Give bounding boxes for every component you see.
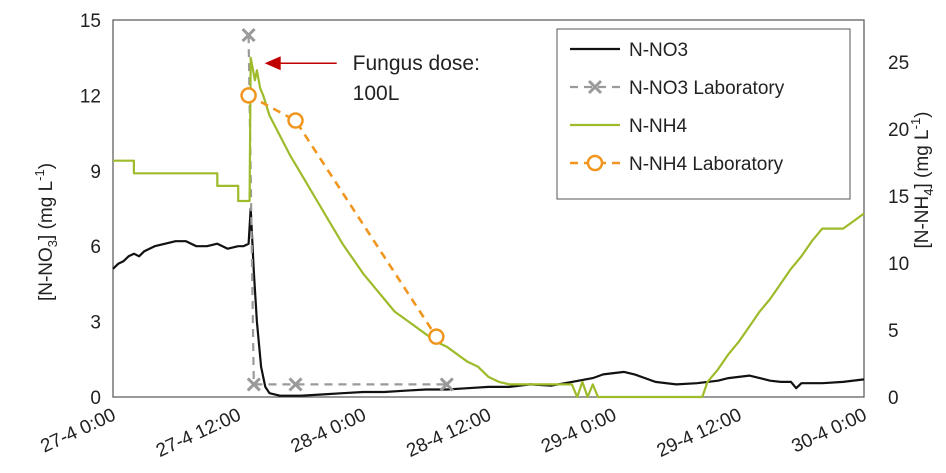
y-tick-right-label: 5 — [888, 321, 899, 342]
series-line-1 — [247, 35, 447, 386]
nnh4-lab-marker — [428, 328, 445, 345]
nnh4-lab-marker — [240, 87, 257, 104]
y-tick-left-label: 3 — [90, 313, 101, 334]
y-tick-left-label: 6 — [90, 237, 101, 258]
legend-label: N-NO3 Laboratory — [629, 78, 785, 99]
y-tick-left-label: 9 — [90, 162, 101, 183]
nnh4-lab-marker — [287, 112, 304, 129]
x-tick-label: 27-4 12:00 — [153, 404, 244, 461]
legend-item: N-NH4 Laboratory — [570, 154, 784, 175]
y-tick-left-label: 12 — [80, 86, 101, 107]
y-tick-right-label: 15 — [888, 187, 909, 208]
x-tick-label: 29-4 0:00 — [538, 404, 620, 457]
series-line-0 — [112, 207, 865, 397]
nno3-lab-marker — [439, 377, 454, 392]
x-tick-label: 30-4 0:00 — [788, 404, 870, 457]
annotation-arrowhead — [264, 56, 281, 71]
legend-label: N-NH4 — [629, 116, 687, 137]
legend-item: N-NO3 — [570, 40, 688, 61]
series-line-3 — [247, 94, 438, 338]
x-tick-label: 29-4 12:00 — [654, 404, 745, 461]
annotation-line-1: Fungus dose: — [353, 52, 480, 75]
legend-item: N-NO3 Laboratory — [570, 78, 785, 99]
legend-box — [556, 28, 851, 200]
legend: N-NO3 N-NO3 Laboratory N-NH4 N-NH4 Laborato… — [556, 28, 851, 200]
nno3-lab-marker — [288, 377, 303, 392]
legend-label: N-NH4 Laboratory — [629, 154, 784, 175]
x-tick-label: 27-4 0:00 — [37, 404, 119, 457]
y-tick-left-label: 15 — [80, 11, 101, 32]
annotation-line-2: 100L — [353, 82, 400, 105]
nno3-lab-marker — [246, 377, 261, 392]
y-tick-right-label: 0 — [888, 388, 899, 409]
plot-frame — [112, 19, 865, 398]
y-tick-right-label: 10 — [888, 254, 909, 275]
y-tick-left-label: 0 — [90, 388, 101, 409]
x-tick-label: 28-4 0:00 — [288, 404, 370, 457]
y-axis-title-right: [N-NH4] (mg L-1) — [908, 111, 936, 248]
series-line-2 — [113, 56, 865, 399]
x-tick-label: 28-4 12:00 — [403, 404, 494, 461]
y-tick-right-label: 25 — [888, 53, 909, 74]
legend-item: N-NH4 — [570, 116, 687, 137]
y-axis-title-left: [N-NO3] (mg L-1) — [32, 163, 60, 301]
legend-label: N-NO3 — [629, 40, 688, 61]
annotation: Fungus dose: 100L — [264, 52, 480, 105]
nno3-lab-marker — [241, 28, 256, 43]
y-tick-right-label: 20 — [888, 120, 909, 141]
